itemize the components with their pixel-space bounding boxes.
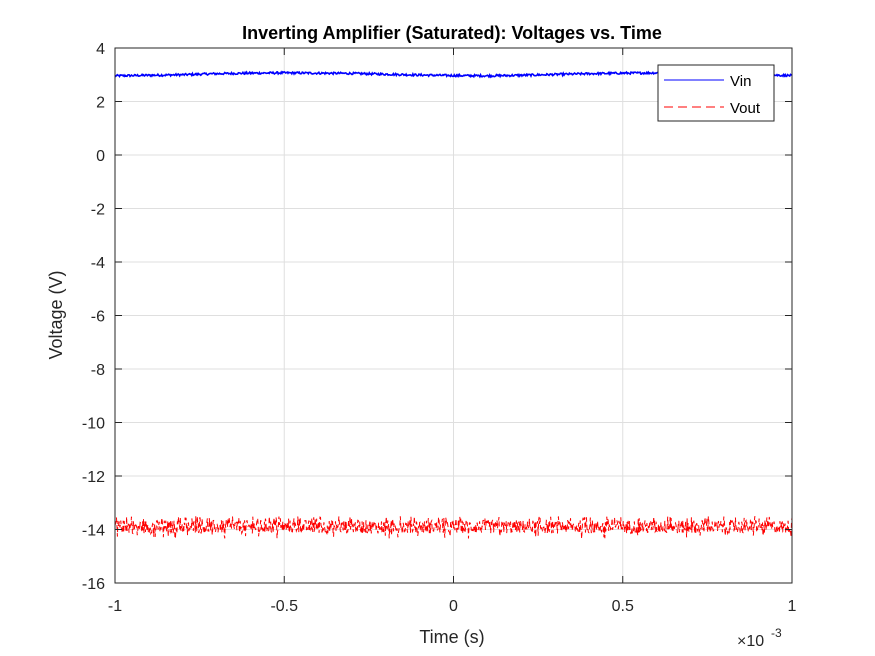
y-tick-label: 2 bbox=[96, 95, 105, 112]
x-tick-label: -0.5 bbox=[270, 598, 298, 615]
y-tick-label: -8 bbox=[91, 362, 105, 379]
y-tick-label: -4 bbox=[91, 255, 105, 272]
series-vout-line bbox=[114, 516, 793, 540]
x-exponent-base: ×10 bbox=[737, 633, 764, 650]
x-tick-labels: -1 -0.5 0 0.5 1 bbox=[108, 598, 797, 615]
y-tick-label: -16 bbox=[82, 576, 105, 593]
x-tick-label: -1 bbox=[108, 598, 122, 615]
legend-box bbox=[657, 64, 775, 122]
y-tick-label: -12 bbox=[82, 469, 105, 486]
x-tick-label: 0 bbox=[449, 598, 458, 615]
y-tick-label: -6 bbox=[91, 309, 105, 326]
grid-lines bbox=[114, 47, 793, 584]
legend-label-vout: Vout bbox=[730, 100, 761, 117]
legend: Vin Vout bbox=[657, 64, 775, 122]
y-tick-label: 4 bbox=[96, 41, 105, 58]
y-axis-label: Voltage (V) bbox=[46, 270, 66, 359]
y-tick-label: -14 bbox=[82, 523, 105, 540]
x-axis-label: Time (s) bbox=[419, 627, 484, 647]
x-tick-label: 1 bbox=[788, 598, 797, 615]
y-tick-label: -10 bbox=[82, 416, 105, 433]
legend-label-vin: Vin bbox=[730, 73, 751, 90]
x-exponent-power: -3 bbox=[771, 626, 782, 640]
chart-title: Inverting Amplifier (Saturated): Voltage… bbox=[242, 23, 662, 43]
ticks bbox=[114, 47, 793, 584]
y-tick-labels: -16 -14 -12 -10 -8 -6 -4 -2 0 2 4 bbox=[82, 41, 105, 593]
y-tick-label: 0 bbox=[96, 148, 105, 165]
y-tick-label: -2 bbox=[91, 202, 105, 219]
x-tick-label: 0.5 bbox=[612, 598, 634, 615]
